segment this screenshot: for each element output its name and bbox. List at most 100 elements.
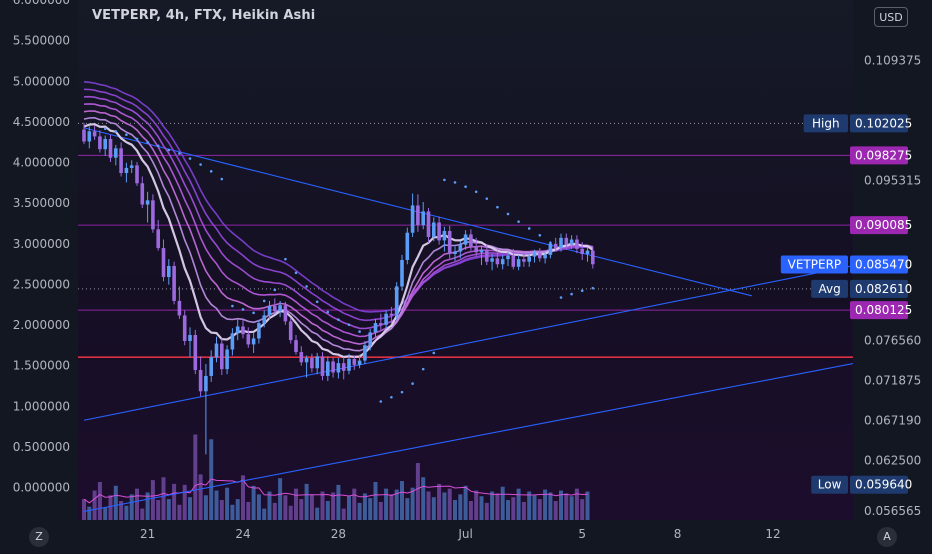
price-badge: 0.098275 <box>850 146 912 165</box>
volume-bar <box>129 494 134 520</box>
price-badge-name-box <box>811 475 848 494</box>
volume-bar <box>506 500 510 520</box>
candle-body <box>235 326 240 334</box>
price-badge-value: 0.080125 <box>855 303 912 317</box>
time-axis-label: 24 <box>235 527 250 541</box>
candle-body <box>421 211 425 226</box>
time-axis-background <box>0 520 932 550</box>
currency-button[interactable]: USD <box>874 7 908 27</box>
candle-body <box>538 253 542 259</box>
price-badge-value: 0.082610 <box>855 282 912 296</box>
candle-body <box>140 183 145 205</box>
volume-bar <box>156 500 161 520</box>
price-badge-box <box>850 146 908 165</box>
volume-bar <box>474 490 479 520</box>
sar-dot <box>284 257 287 261</box>
candle-body <box>336 363 341 373</box>
candle-body <box>114 148 118 158</box>
sar-dot <box>241 308 245 311</box>
left-axis-label: 1.000000 <box>13 399 70 413</box>
volume-bar <box>415 463 420 520</box>
volume-bar <box>299 499 304 520</box>
volume-bar <box>161 477 166 520</box>
trend-line <box>83 362 853 513</box>
volume-bar <box>230 504 235 520</box>
candle-body <box>310 358 314 369</box>
time-axis-label: 12 <box>765 527 780 541</box>
candle-body <box>315 356 319 369</box>
price-badge: 0.080125 <box>850 301 912 320</box>
volume-bar <box>352 488 357 520</box>
candle-body <box>331 361 335 373</box>
sar-dot <box>114 129 118 133</box>
sar-dot <box>549 241 552 245</box>
volume-bar <box>203 495 208 520</box>
volume-bar <box>548 492 553 520</box>
candle-body <box>304 358 309 363</box>
candle-body <box>373 323 378 333</box>
candle-body <box>161 248 166 278</box>
price-badge-value: 0.090085 <box>855 218 912 232</box>
candle-body <box>299 352 304 363</box>
price-badge: 0.082610 Avg <box>811 279 912 298</box>
volume-bar <box>150 480 155 520</box>
volume-bar <box>569 496 574 520</box>
price-badge-name: High <box>812 116 840 130</box>
sar-dot <box>231 304 234 308</box>
candle-body <box>410 205 415 233</box>
volume-bar <box>294 488 298 520</box>
volume-bar <box>357 502 362 520</box>
time-axis-label: 28 <box>331 527 346 541</box>
volume-series <box>82 434 590 520</box>
left-axis-label: 3.000000 <box>13 237 70 251</box>
right-axis-label: 0.109375 <box>864 54 921 68</box>
candle-body <box>124 167 129 174</box>
candle-body <box>379 323 383 325</box>
candle-body <box>442 231 447 241</box>
price-badge-value: 0.059640 <box>855 478 912 492</box>
candle-body <box>98 136 102 150</box>
volume-bar <box>468 501 473 520</box>
candle-body <box>400 260 404 287</box>
volume-bar <box>172 483 177 520</box>
volume-bar <box>267 491 272 520</box>
sar-dot <box>591 286 595 290</box>
sar-dot <box>411 382 414 385</box>
price-badge-name: Avg <box>818 282 840 296</box>
volume-bar <box>410 487 415 520</box>
candle-body <box>384 313 388 325</box>
sar-dot <box>294 271 298 275</box>
candle-body <box>326 361 330 376</box>
candle-body <box>394 286 399 316</box>
volume-bar <box>447 488 452 520</box>
volume-bar <box>585 491 590 520</box>
sar-dot <box>252 311 255 315</box>
volume-bar <box>453 500 457 520</box>
volume-bar <box>442 492 447 520</box>
candle-body <box>506 255 510 260</box>
zoom-button[interactable]: Z <box>29 527 49 547</box>
candle-body <box>469 234 473 247</box>
price-badge-name-box <box>780 255 848 274</box>
chart-title: VETPERP, 4h, FTX, Heikin Ashi <box>92 8 316 23</box>
volume-bar <box>373 482 378 520</box>
volume-bar <box>309 494 314 520</box>
auto-scale-button[interactable]: A <box>877 527 897 547</box>
volume-bar <box>511 497 516 520</box>
volume-bar <box>325 501 330 520</box>
volume-bar <box>241 475 245 520</box>
price-badge-box <box>850 475 908 494</box>
volume-bar <box>331 492 336 520</box>
candle-body <box>135 165 139 184</box>
sar-dot <box>379 400 383 403</box>
candle-body <box>416 205 420 226</box>
price-badge-value: 0.102025 <box>855 116 912 130</box>
candle-body <box>188 335 192 341</box>
volume-bar <box>246 501 251 520</box>
candle-body <box>426 211 431 237</box>
volume-bar <box>537 499 542 520</box>
left-axis-label: 5.500000 <box>13 34 70 48</box>
trend-line <box>83 265 853 421</box>
candle-body <box>151 200 155 230</box>
